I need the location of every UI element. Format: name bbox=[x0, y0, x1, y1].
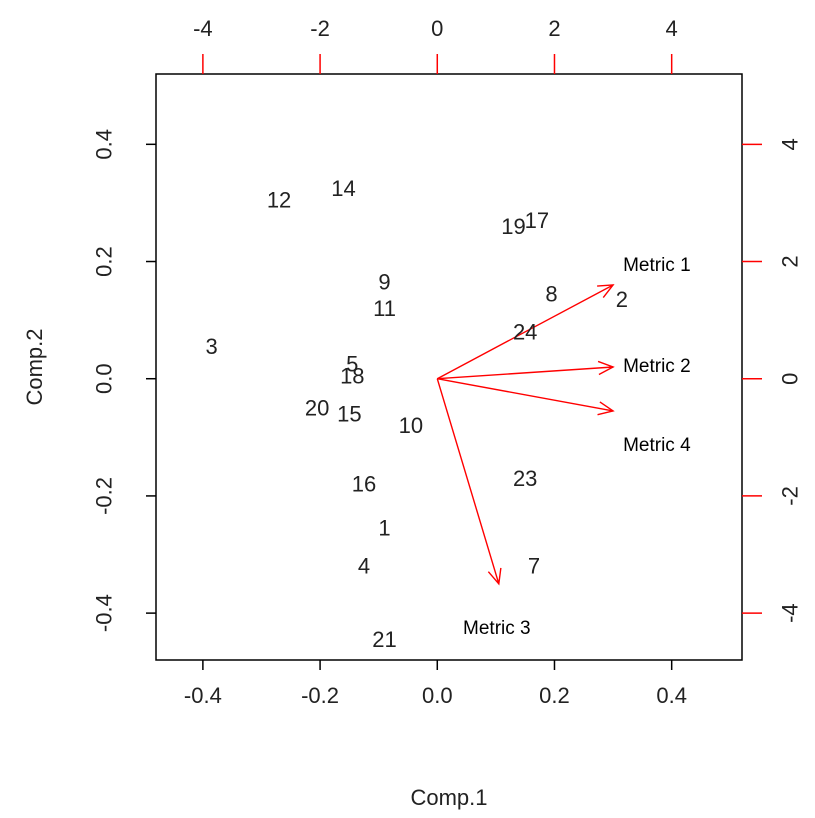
y-tick-label: 0.2 bbox=[92, 246, 117, 277]
point-label: 14 bbox=[331, 176, 355, 201]
point-label: 15 bbox=[337, 401, 361, 426]
point-label: 16 bbox=[352, 472, 376, 497]
point-label: 24 bbox=[513, 319, 537, 344]
point-label: 1 bbox=[378, 516, 390, 541]
top-tick-label: 4 bbox=[666, 16, 678, 41]
vector-label: Metric 1 bbox=[623, 255, 691, 276]
point-label: 4 bbox=[358, 554, 370, 579]
y-tick-label: 0.0 bbox=[92, 363, 117, 394]
top-tick-label: -2 bbox=[310, 16, 330, 41]
point-label: 18 bbox=[340, 363, 364, 388]
right-tick-label: -2 bbox=[778, 486, 803, 506]
right-tick-label: -4 bbox=[778, 603, 803, 623]
point-label: 10 bbox=[399, 413, 423, 438]
plot-frame bbox=[155, 73, 743, 661]
y-axis-label: Comp.2 bbox=[22, 328, 47, 405]
loading-vectors: Metric 1 Metric 2 Metric 4 Metric 3 bbox=[436, 255, 691, 639]
top-tick-label: -4 bbox=[193, 16, 213, 41]
right-tick-label: 0 bbox=[778, 373, 803, 385]
right-tick-label: 2 bbox=[778, 255, 803, 267]
top-tick-label: 0 bbox=[431, 16, 443, 41]
right-axis: -4 -2 0 2 4 bbox=[742, 138, 803, 623]
point-label: 7 bbox=[528, 554, 540, 579]
point-label: 19 bbox=[501, 214, 525, 239]
top-axis: -4 -2 0 2 4 bbox=[193, 16, 678, 74]
vector-line bbox=[436, 378, 500, 585]
y-axis: -0.4 -0.2 0.0 0.2 0.4 bbox=[92, 129, 156, 632]
point-label: 8 bbox=[545, 281, 557, 306]
vector-line bbox=[436, 284, 614, 380]
point-label: 2 bbox=[616, 287, 628, 312]
y-tick-label: -0.2 bbox=[92, 477, 117, 515]
vector-label: Metric 4 bbox=[623, 435, 691, 456]
vector-arrowhead bbox=[597, 360, 615, 376]
point-label: 21 bbox=[372, 627, 396, 652]
top-tick-label: 2 bbox=[548, 16, 560, 41]
point-label: 23 bbox=[513, 466, 537, 491]
vector-label: Metric 2 bbox=[623, 356, 691, 377]
point-label: 9 bbox=[378, 270, 390, 295]
y-tick-label: 0.4 bbox=[92, 129, 117, 160]
x-tick-label: 0.0 bbox=[422, 683, 453, 708]
x-tick-label: 0.2 bbox=[539, 683, 570, 708]
vector-arrowhead bbox=[597, 401, 615, 416]
vector-label: Metric 3 bbox=[463, 618, 531, 639]
x-tick-label: 0.4 bbox=[656, 683, 687, 708]
y-tick-label: -0.4 bbox=[92, 594, 117, 632]
x-axis-label: Comp.1 bbox=[410, 785, 487, 810]
point-label: 3 bbox=[206, 334, 218, 359]
x-axis: -0.4 -0.2 0.0 0.2 0.4 bbox=[184, 660, 687, 708]
vector-arrowhead bbox=[487, 567, 502, 586]
right-tick-label: 4 bbox=[778, 138, 803, 150]
point-label: 20 bbox=[305, 396, 329, 421]
point-label: 17 bbox=[525, 208, 549, 233]
point-label: 5 bbox=[346, 352, 358, 377]
point-label: 12 bbox=[267, 187, 291, 212]
x-tick-label: -0.2 bbox=[301, 683, 339, 708]
point-label: 11 bbox=[373, 296, 396, 321]
vector-line bbox=[437, 378, 614, 412]
vector-arrowhead bbox=[597, 284, 615, 299]
vector-line bbox=[437, 366, 614, 380]
x-tick-label: -0.4 bbox=[184, 683, 222, 708]
